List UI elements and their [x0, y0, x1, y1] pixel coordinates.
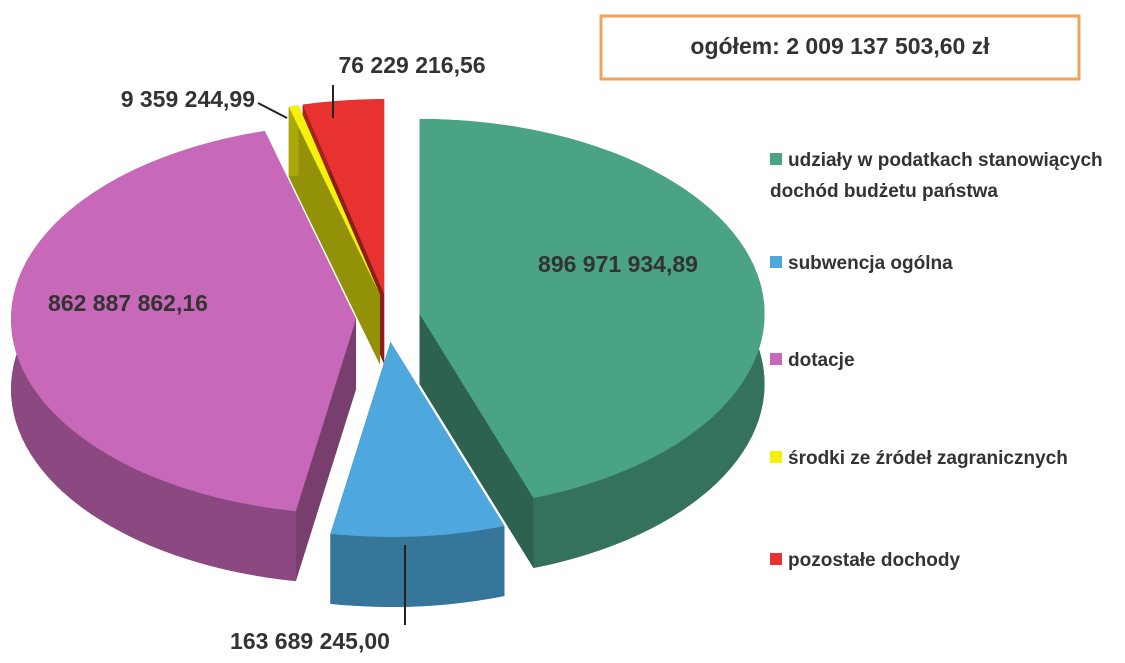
- slice-wall: [298, 105, 380, 365]
- legend-item: subwencja ogólna: [770, 248, 1120, 279]
- slice: [11, 131, 357, 512]
- data-label: 896 971 934,89: [538, 251, 698, 277]
- legend-swatch: [770, 256, 782, 268]
- legend-label: środki ze źródeł zagranicznych: [788, 448, 1068, 469]
- legend-item: udziały w podatkach stanowiących dochód …: [770, 145, 1120, 207]
- legend-item: pozostałe dochody: [770, 545, 1120, 576]
- data-label: 9 359 244,99: [121, 86, 255, 112]
- legend-swatch: [770, 553, 782, 565]
- slice: [288, 105, 380, 295]
- data-label: 163 689 245,00: [230, 628, 390, 654]
- legend-swatch: [770, 353, 782, 365]
- data-label: 862 887 862,16: [48, 290, 208, 316]
- legend-label: udziały w podatkach stanowiących dochód …: [770, 150, 1103, 202]
- legend-label: dotacje: [788, 350, 855, 371]
- slice-side: [330, 525, 505, 607]
- data-label: 76 229 216,56: [338, 52, 485, 78]
- total-annotation: ogółem: 2 009 137 503,60 zł: [690, 33, 990, 59]
- slice: [302, 99, 385, 295]
- total-box: [599, 14, 1081, 81]
- legend-swatch: [770, 153, 782, 165]
- slice: [330, 341, 505, 537]
- slice: [419, 118, 765, 499]
- pie: [11, 99, 765, 607]
- legend-item: środki ze źródeł zagranicznych: [770, 443, 1120, 474]
- legend-swatch: [770, 451, 782, 463]
- legend-label: pozostałe dochody: [788, 550, 961, 571]
- slice-side: [288, 105, 299, 177]
- legend-label: subwencja ogólna: [788, 253, 953, 274]
- slice-wall: [419, 313, 534, 569]
- legend-item: dotacje: [770, 345, 1120, 376]
- leader-line: [257, 102, 288, 119]
- slice-wall: [295, 319, 357, 582]
